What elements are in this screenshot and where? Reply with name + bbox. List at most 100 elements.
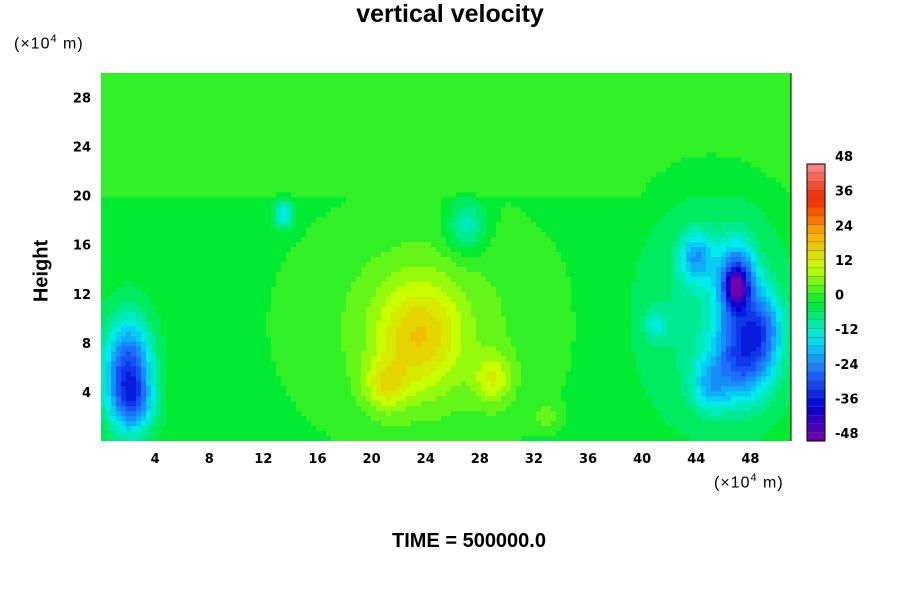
heatmap-cell bbox=[536, 102, 542, 109]
heatmap-cell bbox=[706, 207, 712, 213]
heatmap-cell bbox=[491, 82, 497, 89]
heatmap-cell bbox=[306, 192, 312, 198]
heatmap-cell bbox=[281, 112, 287, 119]
heatmap-cell bbox=[471, 197, 477, 203]
heatmap-cell bbox=[131, 227, 137, 233]
heatmap-cell bbox=[156, 152, 162, 159]
heatmap-cell bbox=[451, 197, 457, 203]
heatmap-cell bbox=[691, 217, 697, 223]
heatmap-cell bbox=[641, 227, 647, 233]
heatmap-cell bbox=[461, 107, 467, 114]
heatmap-cell bbox=[781, 122, 787, 129]
heatmap-cell bbox=[586, 147, 592, 154]
heatmap-cell bbox=[731, 227, 737, 233]
heatmap-cell bbox=[571, 237, 577, 243]
heatmap-cell bbox=[276, 197, 282, 203]
heatmap-cell bbox=[111, 242, 117, 248]
heatmap-cell bbox=[436, 127, 442, 134]
heatmap-cell bbox=[541, 177, 547, 183]
heatmap-cell bbox=[401, 102, 407, 109]
heatmap-cell bbox=[136, 82, 142, 89]
heatmap-cell bbox=[506, 212, 512, 218]
heatmap-cell bbox=[136, 92, 142, 99]
heatmap-cell bbox=[121, 127, 127, 134]
heatmap-cell bbox=[576, 222, 582, 228]
heatmap-cell bbox=[776, 232, 782, 238]
heatmap-cell bbox=[686, 227, 692, 233]
heatmap-cell bbox=[511, 242, 517, 248]
heatmap-cell bbox=[146, 212, 152, 218]
heatmap-cell bbox=[426, 127, 432, 134]
heatmap-cell bbox=[506, 102, 512, 109]
heatmap-cell bbox=[426, 77, 432, 84]
heatmap-cell bbox=[611, 142, 617, 149]
heatmap-cell bbox=[231, 152, 237, 159]
heatmap-cell bbox=[386, 77, 392, 84]
heatmap-cell bbox=[531, 207, 537, 213]
heatmap-cell bbox=[786, 162, 791, 169]
heatmap-cell bbox=[771, 167, 777, 174]
heatmap-cell bbox=[341, 82, 347, 89]
heatmap-cell bbox=[376, 82, 382, 89]
heatmap-cell bbox=[761, 202, 767, 208]
heatmap-cell bbox=[396, 182, 402, 188]
heatmap-cell bbox=[611, 77, 617, 84]
heatmap-cell bbox=[121, 247, 127, 253]
heatmap-cell bbox=[396, 92, 402, 99]
heatmap-cell bbox=[281, 162, 287, 169]
heatmap-cell bbox=[551, 192, 557, 198]
heatmap-cell bbox=[346, 127, 352, 134]
heatmap-cell bbox=[241, 97, 247, 104]
heatmap-cell bbox=[511, 127, 517, 134]
heatmap-cell bbox=[426, 247, 432, 253]
heatmap-cell bbox=[226, 112, 232, 119]
heatmap-cell bbox=[491, 122, 497, 129]
heatmap-cell bbox=[631, 237, 637, 243]
heatmap-cell bbox=[456, 212, 462, 218]
heatmap-cell bbox=[501, 232, 507, 238]
heatmap-cell bbox=[246, 117, 252, 124]
heatmap-cell bbox=[411, 87, 417, 94]
heatmap-cell bbox=[686, 162, 692, 169]
heatmap-cell bbox=[746, 77, 752, 84]
heatmap-cell bbox=[116, 172, 122, 179]
heatmap-cell bbox=[701, 142, 707, 149]
heatmap-cell bbox=[656, 202, 662, 208]
heatmap-cell bbox=[396, 77, 402, 84]
heatmap-cell bbox=[711, 122, 717, 129]
heatmap-cell bbox=[306, 107, 312, 114]
heatmap-cell bbox=[621, 137, 627, 144]
heatmap-cell bbox=[136, 77, 142, 84]
heatmap-cell bbox=[136, 192, 142, 198]
heatmap-cell bbox=[461, 157, 467, 164]
heatmap-cell bbox=[146, 202, 152, 208]
heatmap-cell bbox=[301, 187, 307, 193]
heatmap-cell bbox=[736, 192, 742, 198]
heatmap-cell bbox=[296, 112, 302, 119]
heatmap-cell bbox=[581, 217, 587, 223]
heatmap-cell bbox=[376, 222, 382, 228]
heatmap-cell bbox=[231, 227, 237, 233]
heatmap-cell bbox=[266, 152, 272, 159]
heatmap-cell bbox=[756, 147, 762, 154]
heatmap-cell bbox=[726, 157, 732, 164]
heatmap-cell bbox=[371, 207, 377, 213]
heatmap-cell bbox=[676, 157, 682, 164]
heatmap-cell bbox=[531, 217, 537, 223]
heatmap-cell bbox=[181, 112, 187, 119]
heatmap-cell bbox=[661, 97, 667, 104]
heatmap-cell bbox=[486, 102, 492, 109]
heatmap-cell bbox=[501, 102, 507, 109]
heatmap-cell bbox=[716, 172, 722, 179]
heatmap-cell bbox=[651, 122, 657, 129]
heatmap-cell bbox=[481, 122, 487, 129]
heatmap-cell bbox=[566, 97, 572, 104]
heatmap-cell bbox=[361, 222, 367, 228]
heatmap-cell bbox=[606, 137, 612, 144]
heatmap-cell bbox=[616, 237, 622, 243]
heatmap-cell bbox=[221, 112, 227, 119]
heatmap-cell bbox=[201, 152, 207, 159]
heatmap-cell bbox=[236, 127, 242, 134]
heatmap-cell bbox=[671, 227, 677, 233]
heatmap-cell bbox=[221, 117, 227, 124]
